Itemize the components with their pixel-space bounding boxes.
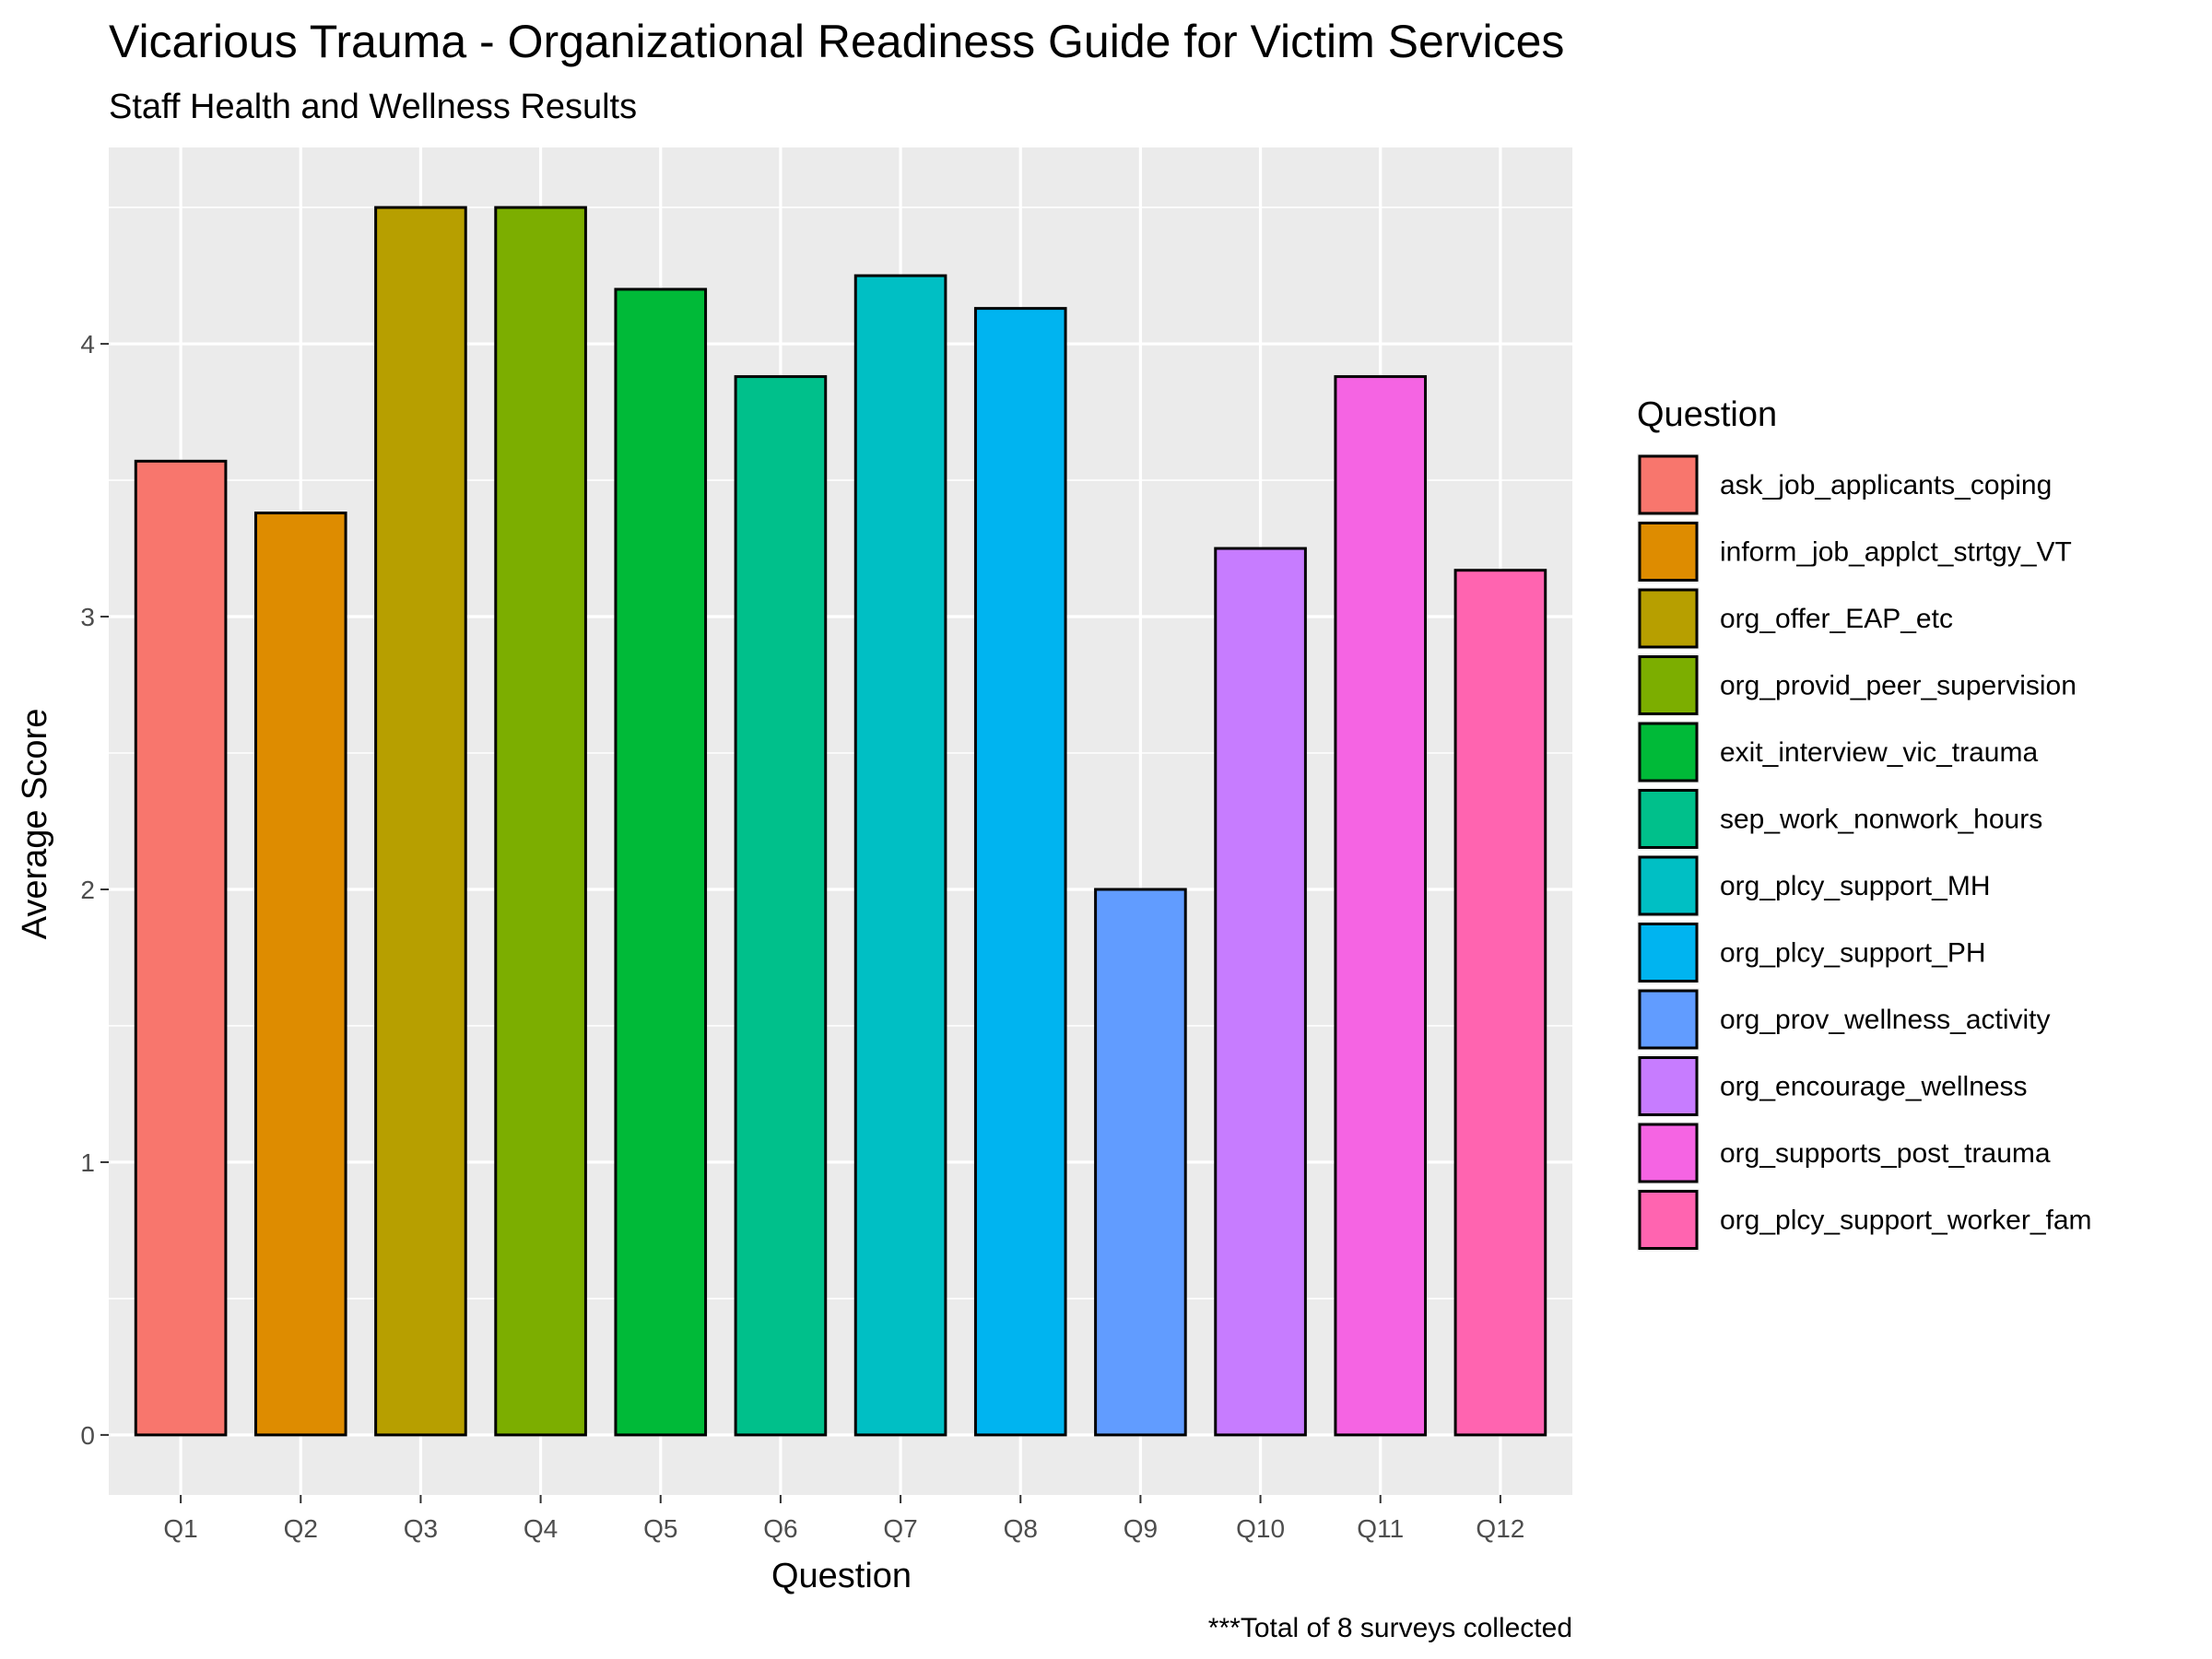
x-tick-label-q11: Q11 [1357, 1514, 1404, 1543]
chart-title: Vicarious Trauma - Organizational Readin… [109, 16, 1564, 67]
legend-item: org_supports_post_trauma [1637, 1122, 2051, 1184]
y-tick-label: 1 [80, 1148, 95, 1177]
legend-swatch [1638, 855, 1699, 916]
bar-q4 [494, 206, 587, 1437]
bars [134, 206, 1547, 1437]
legend-swatch [1638, 989, 1699, 1050]
legend-label: org_plcy_support_PH [1720, 938, 1986, 969]
legend-item: inform_job_applct_strtgy_VT [1637, 520, 2072, 583]
legend-swatch [1638, 722, 1699, 782]
bar-q12 [1453, 569, 1547, 1437]
bar-q5 [614, 288, 708, 1437]
legend-swatch [1638, 1056, 1699, 1116]
legend-swatch [1638, 923, 1699, 982]
legend-item: org_encourage_wellness [1637, 1054, 2028, 1118]
legend-swatch [1638, 1123, 1699, 1183]
legend-title: Question [1637, 395, 1777, 434]
legend-item: org_provid_peer_supervision [1637, 653, 2077, 717]
x-tick-label-q9: Q9 [1124, 1514, 1158, 1543]
bar-q10 [1214, 547, 1307, 1437]
x-axis-ticks: Q1 Q2 Q3 Q4 Q5 Q6 Q7 Q8 Q9 Q10 Q11 Q12 [163, 1495, 1524, 1543]
y-tick-label: 2 [80, 876, 95, 904]
legend-item: org_plcy_support_MH [1637, 854, 1990, 917]
bar-q6 [734, 375, 828, 1437]
legend-item: org_plcy_support_PH [1637, 921, 1986, 984]
legend-swatch [1638, 454, 1699, 515]
legend-item: sep_work_nonwork_hours [1637, 787, 2042, 851]
x-axis-title: Question [771, 1557, 912, 1595]
legend-label: org_plcy_support_MH [1720, 871, 1990, 901]
legend-swatch [1638, 588, 1699, 649]
legend-swatch [1638, 655, 1699, 715]
plot-panel [109, 147, 1572, 1495]
x-tick-label-q4: Q4 [524, 1514, 558, 1543]
legend-label: ask_job_applicants_coping [1720, 470, 2052, 500]
legend: Question ask_job_applicants_copinginform… [1637, 395, 2092, 1252]
legend-label: org_prov_wellness_activity [1720, 1005, 2051, 1035]
y-axis-ticks: 0 1 2 3 4 [80, 330, 109, 1450]
legend-label: org_provid_peer_supervision [1720, 671, 2077, 701]
bar-q11 [1334, 375, 1428, 1437]
y-tick-label: 0 [80, 1421, 95, 1450]
x-tick-label-q8: Q8 [1004, 1514, 1038, 1543]
bar-q1 [134, 459, 228, 1437]
y-tick-label: 4 [80, 330, 95, 359]
legend-swatch [1638, 1190, 1699, 1250]
legend-item: org_plcy_support_worker_fam [1637, 1188, 2092, 1252]
x-tick-label-q1: Q1 [163, 1514, 197, 1543]
y-axis-title: Average Score [16, 709, 54, 940]
bar-q3 [374, 206, 467, 1437]
legend-label: inform_job_applct_strtgy_VT [1720, 537, 2072, 568]
chart-caption: ***Total of 8 surveys collected [1208, 1613, 1572, 1643]
y-tick-label: 3 [80, 603, 95, 631]
x-tick-label-q2: Q2 [284, 1514, 318, 1543]
legend-swatch [1638, 522, 1699, 582]
bar-q2 [253, 512, 347, 1437]
chart-subtitle: Staff Health and Wellness Results [109, 88, 637, 126]
legend-item: exit_interview_vic_trauma [1637, 721, 2038, 783]
bar-q7 [853, 274, 947, 1437]
legend-label: org_supports_post_trauma [1720, 1138, 2051, 1169]
legend-label: org_plcy_support_worker_fam [1720, 1206, 2092, 1236]
legend-item: org_prov_wellness_activity [1637, 988, 2051, 1051]
legend-item: ask_job_applicants_coping [1637, 453, 2052, 516]
legend-label: sep_work_nonwork_hours [1720, 805, 2042, 835]
legend-label: org_encourage_wellness [1720, 1072, 2028, 1102]
x-tick-label-q5: Q5 [643, 1514, 677, 1543]
x-tick-label-q3: Q3 [404, 1514, 438, 1543]
legend-swatch [1638, 789, 1699, 849]
bar-q9 [1094, 888, 1187, 1437]
legend-label: exit_interview_vic_trauma [1720, 737, 2038, 768]
x-tick-label-q7: Q7 [883, 1514, 917, 1543]
legend-label: org_offer_EAP_etc [1720, 604, 1953, 634]
x-tick-label-q12: Q12 [1476, 1514, 1524, 1543]
bar-q8 [973, 307, 1067, 1437]
x-tick-label-q6: Q6 [763, 1514, 797, 1543]
x-tick-label-q10: Q10 [1236, 1514, 1285, 1543]
legend-item: org_offer_EAP_etc [1637, 587, 1953, 650]
